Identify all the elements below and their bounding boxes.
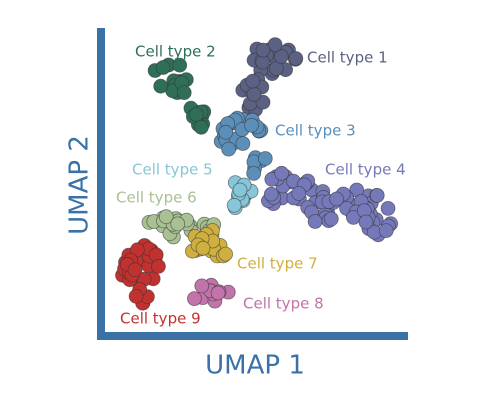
cluster-label: Cell type 4 <box>325 161 406 179</box>
cell <box>194 278 210 294</box>
cluster-label: Cell type 5 <box>132 161 213 179</box>
cell <box>188 107 204 122</box>
cluster-label: Cell type 3 <box>275 122 356 140</box>
cell <box>244 117 259 133</box>
cell <box>218 124 234 140</box>
cell <box>235 136 251 151</box>
cell <box>274 165 290 181</box>
cluster-label: Cell type 9 <box>120 310 201 328</box>
cell <box>378 223 394 239</box>
cell <box>323 211 339 227</box>
cluster <box>213 110 273 181</box>
cluster-label: Cell type 6 <box>116 189 197 207</box>
cell <box>150 258 166 274</box>
cell <box>291 185 307 201</box>
cell <box>307 214 323 229</box>
x-axis-label: UMAP 1 <box>205 351 305 381</box>
cell <box>128 288 144 304</box>
cluster-label: Cell type 8 <box>243 295 324 313</box>
cell <box>176 85 192 100</box>
cell <box>221 141 237 157</box>
y-axis-label: UMAP 2 <box>65 135 95 235</box>
cells <box>115 37 399 311</box>
cell <box>358 214 374 230</box>
cell <box>267 37 283 52</box>
cell <box>172 57 188 73</box>
cell <box>153 78 169 94</box>
cell <box>329 191 345 207</box>
cell <box>155 60 171 75</box>
cell <box>273 49 289 64</box>
x-axis <box>97 332 408 340</box>
cell <box>127 262 143 278</box>
cell <box>170 216 186 232</box>
cell <box>246 165 262 181</box>
cluster <box>235 37 304 117</box>
cell <box>288 51 304 66</box>
cell <box>193 119 209 135</box>
y-axis <box>97 28 105 340</box>
cell <box>195 240 211 256</box>
cell <box>218 246 234 262</box>
cell <box>369 187 385 203</box>
cluster-label: Cell type 2 <box>135 43 216 61</box>
cluster <box>115 238 166 311</box>
cluster-label: Cell type 1 <box>307 49 388 67</box>
cell <box>129 242 145 258</box>
cell <box>158 209 174 225</box>
cell <box>186 291 202 307</box>
cell <box>255 42 271 58</box>
cluster <box>184 223 234 264</box>
cell <box>245 73 261 89</box>
cell <box>380 200 396 216</box>
cluster <box>260 165 399 243</box>
cell <box>257 151 273 166</box>
cluster <box>226 175 259 216</box>
cluster <box>147 57 212 135</box>
cluster <box>186 277 236 309</box>
cell <box>226 197 242 213</box>
cell <box>263 186 279 202</box>
labels: Cell type 1 Cell type 2 Cell type 3 Cell ty… <box>116 43 406 328</box>
cell <box>246 86 262 102</box>
cell <box>232 182 248 198</box>
cell <box>210 285 226 301</box>
cluster-label: Cell type 7 <box>237 255 318 273</box>
